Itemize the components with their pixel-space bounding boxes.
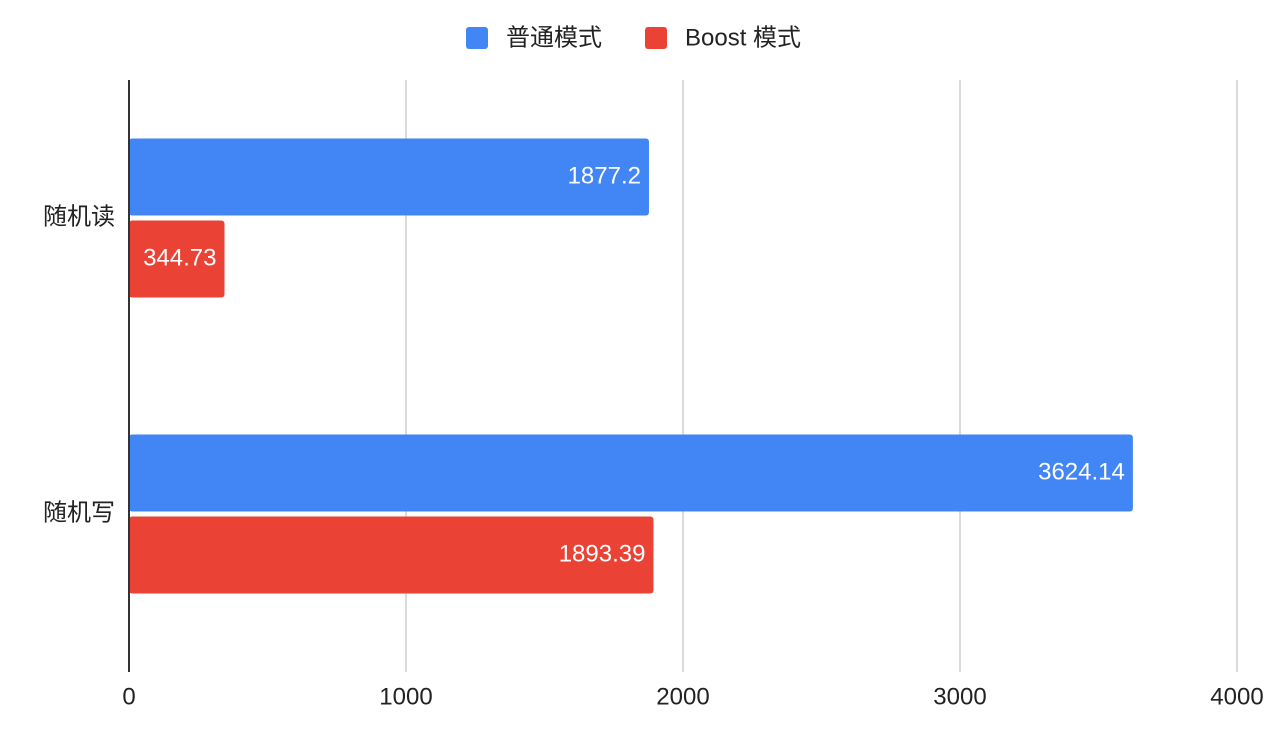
x-tick-label: 0	[122, 683, 135, 710]
data-label: 1893.39	[559, 540, 646, 567]
legend-label: Boost 模式	[685, 24, 801, 51]
bar	[129, 138, 649, 216]
y-tick-label: 随机写	[43, 499, 115, 526]
legend-swatch	[466, 27, 488, 49]
bar	[129, 220, 225, 298]
y-tick-label: 随机读	[43, 203, 115, 230]
legend-swatch	[645, 27, 667, 49]
data-label: 344.73	[143, 244, 216, 271]
x-tick-label: 2000	[656, 683, 709, 710]
legend-label: 普通模式	[506, 24, 602, 51]
bar	[129, 434, 1133, 512]
x-tick-label: 4000	[1210, 683, 1263, 710]
data-label: 1877.2	[568, 162, 641, 189]
x-tick-label: 1000	[379, 683, 432, 710]
x-tick-label: 3000	[933, 683, 986, 710]
bar	[129, 516, 654, 594]
data-label: 3624.14	[1038, 458, 1125, 485]
